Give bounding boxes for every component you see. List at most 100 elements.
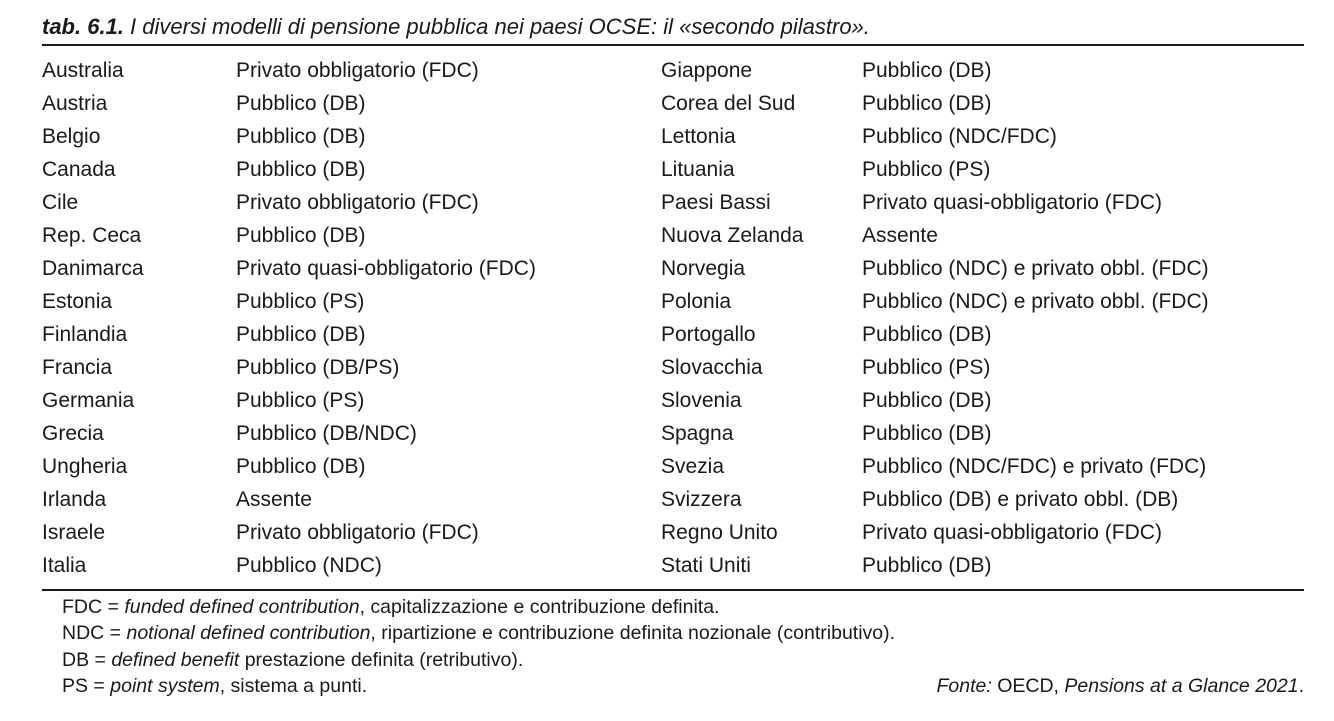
country-cell: Grecia (42, 421, 104, 445)
country-cell: Corea del Sud (661, 91, 796, 115)
model-cell: Pubblico (DB) (862, 388, 992, 412)
table-row: Austria Pubblico (DB) Corea del Sud Pubblic… (42, 87, 1304, 120)
model-cell: Pubblico (PS) (236, 388, 365, 412)
table-row: Francia Pubblico (DB/PS) Slovacchia Pubblic… (42, 351, 1304, 384)
note-term: point system (110, 674, 220, 697)
country-cell: Norvegia (661, 256, 746, 280)
bottom-rule (42, 589, 1304, 591)
model-cell: Pubblico (NDC) e privato obbl. (FDC) (862, 256, 1209, 280)
model-cell: Pubblico (DB) (862, 58, 992, 82)
country-cell: Estonia (42, 289, 113, 313)
model-cell: Pubblico (DB) (862, 421, 992, 445)
country-cell: Belgio (42, 124, 101, 148)
model-cell: Pubblico (DB) (236, 454, 366, 478)
country-cell: Germania (42, 388, 135, 412)
country-cell: Nuova Zelanda (661, 223, 804, 247)
note-desc: prestazione definita (retributivo). (239, 648, 524, 671)
model-cell: Privato quasi-obbligatorio (FDC) (862, 520, 1162, 544)
country-cell: Rep. Ceca (42, 223, 142, 247)
note-term: notional defined contribution (126, 622, 371, 645)
model-cell: Pubblico (DB) (862, 91, 992, 115)
model-cell: Pubblico (NDC/FDC) e privato (FDC) (862, 454, 1207, 478)
table-row: Italia Pubblico (NDC) Stati Uniti Pubblico … (42, 549, 1304, 582)
model-cell: Pubblico (PS) (862, 157, 991, 181)
country-cell: Slovacchia (661, 355, 763, 379)
country-cell: Portogallo (661, 322, 756, 346)
country-cell: Francia (42, 355, 113, 379)
table-row: Germania Pubblico (PS) Slovenia Pubblico (D… (42, 384, 1304, 417)
model-cell: Pubblico (PS) (236, 289, 365, 313)
table-row: Belgio Pubblico (DB) Lettonia Pubblico (NDC… (42, 120, 1304, 153)
model-cell: Pubblico (NDC) e privato obbl. (FDC) (862, 289, 1209, 313)
model-cell: Privato obbligatorio (FDC) (236, 520, 479, 544)
table-row: Australia Privato obbligatorio (FDC) Giapp… (42, 54, 1304, 87)
country-cell: Austria (42, 91, 108, 115)
model-cell: Pubblico (DB) e privato obbl. (DB) (862, 487, 1179, 511)
country-cell: Regno Unito (661, 520, 778, 544)
country-cell: Ungheria (42, 454, 128, 478)
model-cell: Pubblico (NDC) (236, 553, 382, 577)
note-abbr: PS = (62, 674, 105, 697)
note-ndc: NDC = notional defined contribution, rip… (62, 620, 895, 646)
country-cell: Stati Uniti (661, 553, 751, 577)
country-cell: Svezia (661, 454, 725, 478)
table-row: Grecia Pubblico (DB/NDC) Spagna Pubblico (D… (42, 417, 1304, 450)
country-cell: Slovenia (661, 388, 742, 412)
country-cell: Finlandia (42, 322, 128, 346)
country-cell: Polonia (661, 289, 732, 313)
note-abbr: NDC = (62, 622, 122, 645)
model-cell: Assente (862, 223, 938, 247)
table-row: Canada Pubblico (DB) Lituania Pubblico (PS) (42, 153, 1304, 186)
model-cell: Privato quasi-obbligatorio (FDC) (236, 256, 536, 280)
model-cell: Privato quasi-obbligatorio (FDC) (862, 190, 1162, 214)
source-title: Pensions at a Glance 2021 (1064, 675, 1299, 697)
source-label: Fonte: (936, 675, 992, 697)
abbreviation-notes: FDC = funded defined contribution, capit… (62, 594, 895, 699)
table-title: I diversi modelli di pensione pubblica n… (130, 14, 870, 39)
note-ps: PS = point system, sistema a punti. (62, 673, 895, 699)
note-term: defined benefit (111, 648, 240, 671)
table-row: Finlandia Pubblico (DB) Portogallo Pubblico… (42, 318, 1304, 351)
table-row: Estonia Pubblico (PS) Polonia Pubblico (NDC… (42, 285, 1304, 318)
model-cell: Pubblico (NDC/FDC) (862, 124, 1057, 148)
table-caption: tab. 6.1. I diversi modelli di pensione … (42, 14, 870, 40)
model-cell: Pubblico (DB/NDC) (236, 421, 417, 445)
model-cell: Pubblico (DB) (236, 91, 366, 115)
source-org: OECD, (997, 675, 1059, 697)
table-body: Australia Privato obbligatorio (FDC) Giapp… (42, 54, 1304, 582)
model-cell: Privato obbligatorio (FDC) (236, 58, 479, 82)
country-cell: Svizzera (661, 487, 742, 511)
table-row: Ungheria Pubblico (DB) Svezia Pubblico (NDC… (42, 450, 1304, 483)
model-cell: Pubblico (DB) (862, 322, 992, 346)
country-cell: Danimarca (42, 256, 144, 280)
top-rule (42, 44, 1304, 46)
country-cell: Giappone (661, 58, 753, 82)
source-end: . (1298, 675, 1304, 697)
note-abbr: DB = (62, 648, 106, 671)
model-cell: Pubblico (DB) (236, 157, 366, 181)
note-desc: , sistema a punti. (219, 674, 368, 697)
model-cell: Pubblico (DB/PS) (236, 355, 400, 379)
note-abbr: FDC = (62, 596, 119, 618)
country-cell: Israele (42, 520, 106, 544)
note-db: DB = defined benefit prestazione definit… (62, 647, 895, 673)
table-row: Irlanda Assente Svizzera Pubblico (DB) e pr… (42, 483, 1304, 516)
note-desc: , capitalizzazione e contribuzione defin… (359, 596, 720, 618)
country-cell: Cile (42, 190, 79, 214)
model-cell: Pubblico (DB) (236, 322, 366, 346)
pension-models-table: Australia Privato obbligatorio (FDC) Giapp… (42, 54, 1304, 582)
model-cell: Pubblico (PS) (862, 355, 991, 379)
table-row: Israele Privato obbligatorio (FDC) Regno U… (42, 516, 1304, 549)
model-cell: Pubblico (DB) (236, 223, 366, 247)
model-cell: Pubblico (DB) (236, 124, 366, 148)
country-cell: Paesi Bassi (661, 190, 771, 214)
note-term: funded defined contribution (124, 596, 360, 618)
country-cell: Australia (42, 58, 124, 82)
source-citation: Fonte: OECD, Pensions at a Glance 2021. (937, 675, 1305, 698)
note-fdc: FDC = funded defined contribution, capit… (62, 594, 895, 620)
table-row: Danimarca Privato quasi-obbligatorio (FDC… (42, 252, 1304, 285)
table-row: Rep. Ceca Pubblico (DB) Nuova Zelanda Assen… (42, 219, 1304, 252)
model-cell: Assente (236, 487, 312, 511)
country-cell: Lettonia (661, 124, 736, 148)
note-desc: , ripartizione e contribuzione definita … (370, 622, 896, 645)
